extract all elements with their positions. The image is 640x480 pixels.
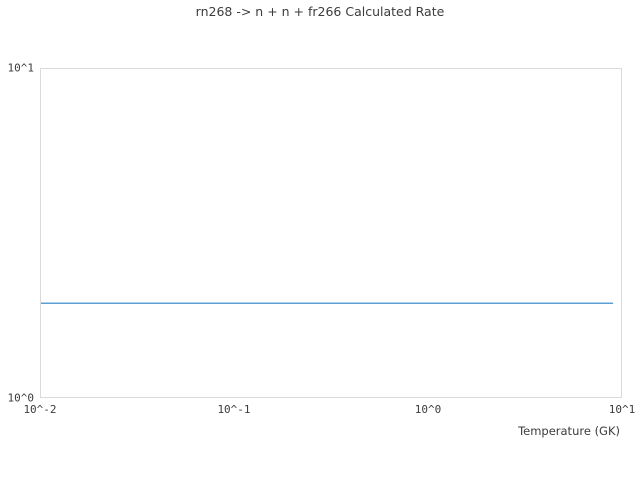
chart-title: rn268 -> n + n + fr266 Calculated Rate <box>195 4 445 19</box>
rate-line-canvas <box>41 302 614 305</box>
plot-area <box>40 68 622 398</box>
x-axis-label: Temperature (GK) <box>518 424 620 438</box>
x-tick-label: 10^-2 <box>23 403 57 416</box>
x-tick-label: 10^-1 <box>217 403 251 416</box>
y-tick-label: 10^1 <box>7 61 35 75</box>
x-tick-label: 10^0 <box>414 403 442 416</box>
y-tick-label: 10^0 <box>7 391 35 405</box>
x-tick-label: 10^1 <box>608 403 636 416</box>
